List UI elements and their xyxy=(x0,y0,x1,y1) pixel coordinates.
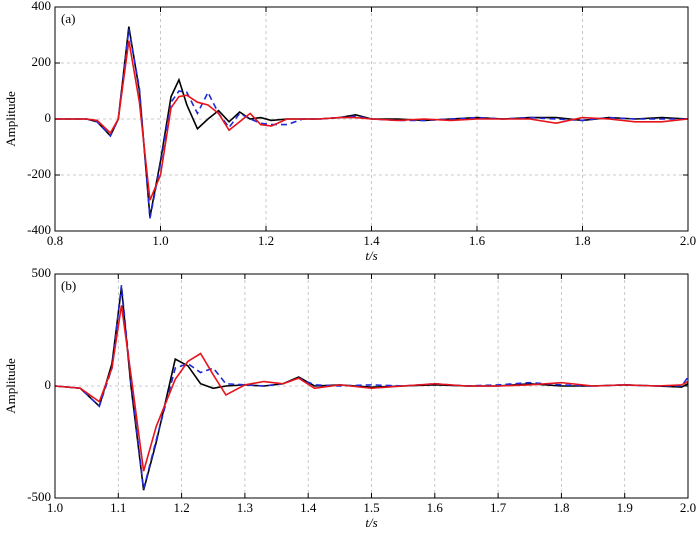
y-tick-label: 0 xyxy=(45,377,52,392)
x-tick-label: 1.0 xyxy=(152,233,168,248)
x-tick-label: 1.8 xyxy=(553,500,569,515)
x-tick-label: 1.3 xyxy=(237,500,253,515)
series-line xyxy=(55,305,688,472)
y-tick-label: -400 xyxy=(27,222,51,237)
y-tick-label: 500 xyxy=(32,265,52,280)
x-tick-label: 1.5 xyxy=(363,500,379,515)
x-tick-label: 0.8 xyxy=(47,233,63,248)
x-tick-label: 1.7 xyxy=(490,500,507,515)
panel-label: (a) xyxy=(61,11,75,26)
x-tick-label: 1.2 xyxy=(173,500,189,515)
y-axis-label: Amplitude xyxy=(3,358,18,414)
x-tick-label: 1.0 xyxy=(47,500,63,515)
y-tick-label: 0 xyxy=(45,110,52,125)
series-line xyxy=(55,29,688,219)
x-axis-label: t/s xyxy=(365,515,377,530)
x-tick-label: 1.6 xyxy=(427,500,444,515)
x-tick-label: 1.1 xyxy=(110,500,126,515)
x-tick-label: 1.4 xyxy=(363,233,380,248)
y-tick-label: 200 xyxy=(32,54,52,69)
x-tick-label: 2.0 xyxy=(680,500,696,515)
y-tick-label: -200 xyxy=(27,166,51,181)
y-axis-label: Amplitude xyxy=(3,91,18,147)
y-tick-label: -500 xyxy=(27,489,51,504)
x-tick-label: 1.2 xyxy=(258,233,274,248)
plot-frame xyxy=(54,6,689,232)
x-tick-label: 1.8 xyxy=(574,233,590,248)
x-tick-label: 1.6 xyxy=(469,233,486,248)
y-tick-label: 400 xyxy=(32,0,52,13)
series-line xyxy=(55,40,688,201)
x-tick-label: 1.9 xyxy=(617,500,633,515)
x-tick-label: 2.0 xyxy=(680,233,696,248)
plot-frame xyxy=(54,273,689,499)
x-axis-label: t/s xyxy=(365,248,377,263)
panel-label: (b) xyxy=(61,278,76,293)
x-tick-label: 1.4 xyxy=(300,500,317,515)
